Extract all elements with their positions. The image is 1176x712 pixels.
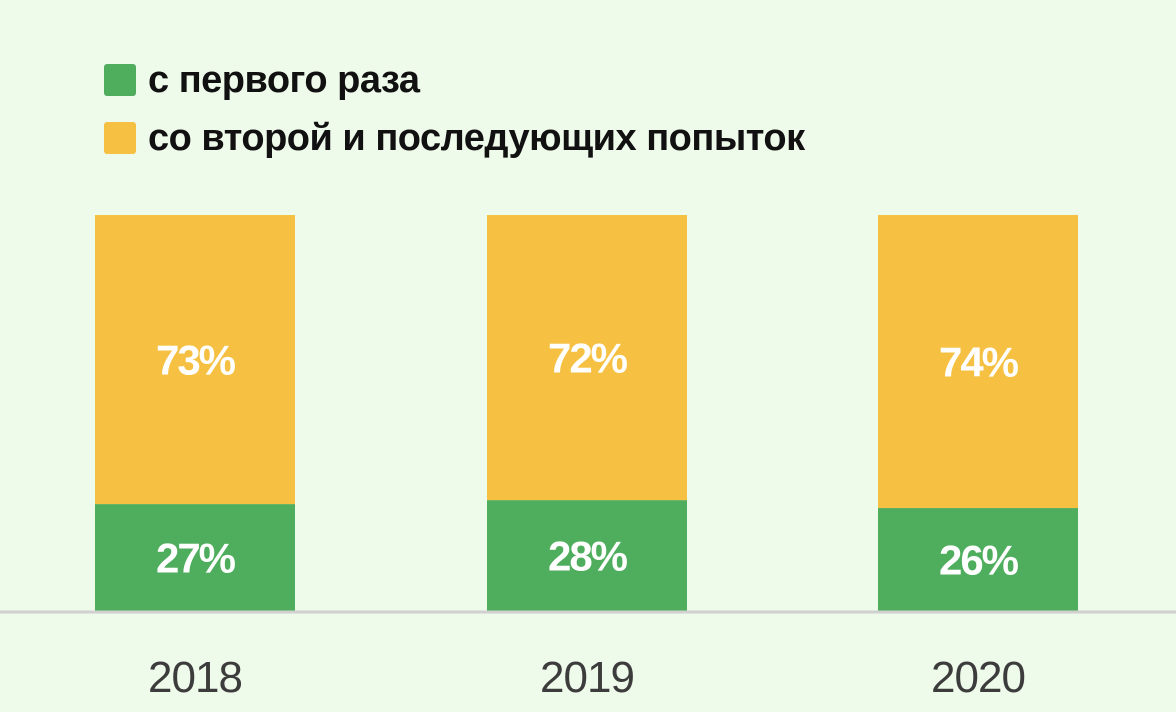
bar-segment-2018-later-attempts [95, 215, 295, 505]
legend-item-first-attempt: с первого раза [104, 58, 805, 102]
x-tick-label-2018: 2018 [148, 653, 242, 702]
data-label-2020-later-attempts: 74% [939, 339, 1019, 386]
legend-item-later-attempts: со второй и последующих попыток [104, 116, 805, 160]
bar-segment-2020-later-attempts [878, 215, 1078, 509]
bar-segment-2018-first-attempt [95, 504, 295, 611]
legend-label-first-attempt: с первого раза [148, 58, 420, 101]
data-label-2019-later-attempts: 72% [548, 335, 628, 382]
bar-segment-2019-later-attempts [487, 215, 687, 501]
chart-legend: с первого раза со второй и последующих п… [104, 58, 805, 174]
bar-segment-2019-first-attempt [487, 500, 687, 611]
x-tick-label-2019: 2019 [540, 653, 634, 702]
data-label-2020-first-attempt: 26% [939, 537, 1019, 584]
data-label-2018-first-attempt: 27% [156, 535, 236, 582]
data-label-2018-later-attempts: 73% [156, 337, 236, 384]
data-label-2019-first-attempt: 28% [548, 533, 628, 580]
x-tick-label-2020: 2020 [931, 653, 1025, 702]
legend-swatch-first-attempt [104, 64, 136, 96]
legend-swatch-later-attempts [104, 122, 136, 154]
bar-segment-2020-first-attempt [878, 508, 1078, 611]
legend-label-later-attempts: со второй и последующих попыток [148, 116, 805, 159]
